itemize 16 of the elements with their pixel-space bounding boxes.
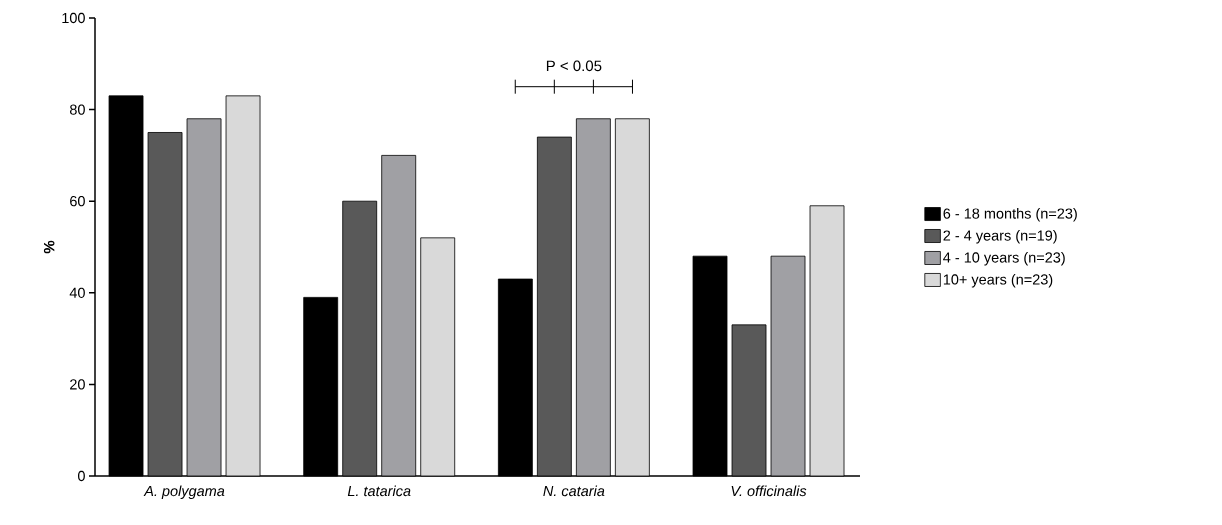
x-tick-label: A. polygama <box>143 485 225 500</box>
y-tick-label: 20 <box>70 379 85 390</box>
y-tick-label: 60 <box>70 196 85 207</box>
x-tick-label: L. tatarica <box>347 485 411 497</box>
y-tick-label: 80 <box>69 104 85 115</box>
legend-label: 4 - 10 years (n=23) <box>943 252 1065 266</box>
y-tick-label: 40 <box>69 287 85 298</box>
legend-label: 2 - 4 years (n=19) <box>943 230 1057 244</box>
legend-label: 6 - 18 months (n=23) <box>943 208 1077 222</box>
y-tick-label: 0 <box>77 470 85 482</box>
y-tick-label: 100 <box>62 12 85 24</box>
x-tick-label: N. cataria <box>543 485 605 497</box>
legend-label: 10+ years (n=23) <box>943 273 1053 288</box>
annotation: P < 0.05 <box>546 60 602 72</box>
y-axis-title: % <box>43 240 55 254</box>
x-tick-label: V. officinalis <box>731 485 807 497</box>
